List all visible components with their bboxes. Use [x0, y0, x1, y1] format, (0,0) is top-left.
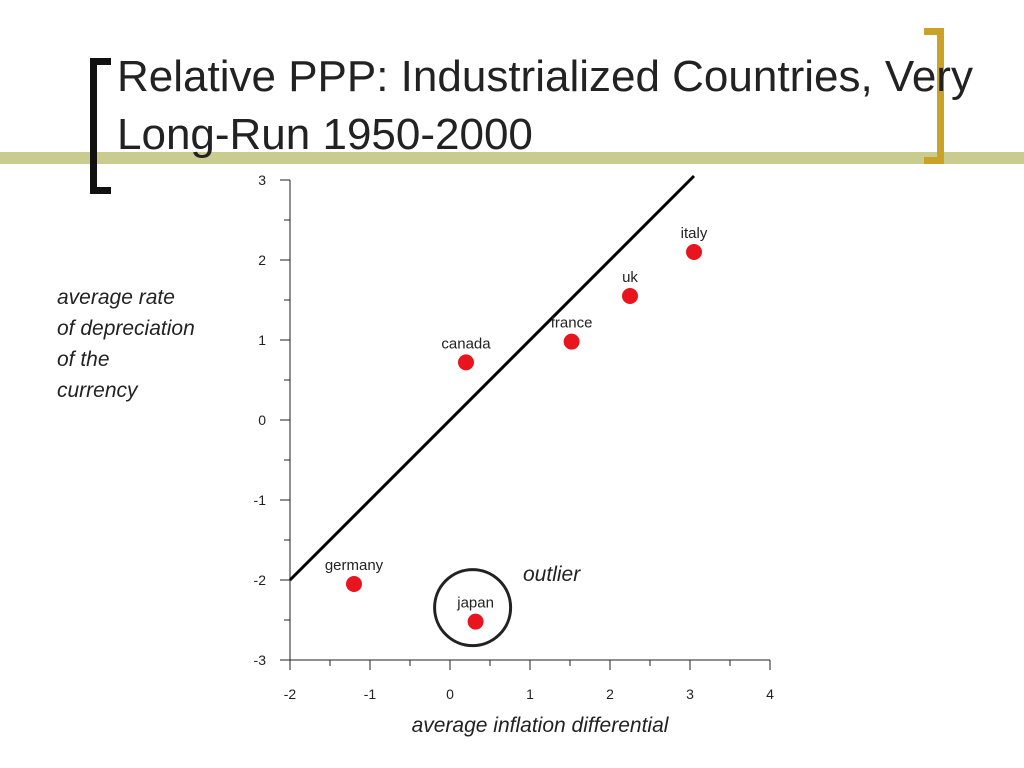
ppp-reference-line [288, 174, 696, 582]
y-tick-label: 0 [258, 412, 266, 428]
y-axis-label-line: of the [57, 348, 110, 371]
point-label-japan: japan [456, 595, 494, 612]
x-tick-label: 0 [446, 686, 454, 702]
chart-marks: italy uk france canada germany japan [288, 174, 708, 648]
y-tick-label: -3 [254, 652, 267, 668]
y-tick-label: 2 [258, 252, 266, 268]
point-label-canada: canada [441, 335, 491, 352]
data-point-japan [467, 613, 484, 630]
y-axis-label-line: of depreciation [57, 317, 195, 340]
data-point-france [563, 333, 580, 350]
y-axis-label-line: currency [57, 379, 138, 402]
data-point-canada [458, 354, 474, 371]
y-tick-label: 1 [258, 332, 266, 348]
x-tick-label: 3 [686, 686, 694, 702]
x-tick-label: -2 [284, 686, 297, 702]
data-point-germany [346, 576, 362, 592]
right-bracket-decoration [924, 28, 944, 164]
point-label-uk: uk [622, 269, 638, 286]
data-point-uk [622, 288, 638, 304]
x-tick-label: 2 [606, 686, 614, 702]
y-tick-label: -2 [254, 572, 267, 588]
point-label-italy: italy [681, 225, 708, 242]
y-axis-label-line: average rate [57, 286, 175, 309]
point-label-france: france [551, 315, 593, 332]
outlier-annotation: outlier [523, 563, 581, 586]
x-tick-label: 1 [526, 686, 534, 702]
y-axis-label: average rate of depreciation of the curr… [57, 282, 232, 406]
chart-axes: 3 2 1 0 -1 -2 -3 -2 -1 0 1 2 3 4 [254, 172, 775, 702]
y-tick-label: -1 [254, 492, 267, 508]
x-tick-label: 4 [766, 686, 774, 702]
x-axis-label: average inflation differential [411, 714, 669, 737]
outlier-circle [433, 568, 513, 648]
title-accent-bar [0, 152, 1024, 164]
x-tick-label: -1 [364, 686, 377, 702]
slide-title: Relative PPP: Industrialized Countries, … [117, 52, 973, 159]
left-bracket-decoration [90, 58, 111, 194]
data-point-italy [686, 244, 702, 260]
y-tick-label: 3 [258, 172, 266, 188]
point-label-germany: germany [325, 557, 384, 574]
